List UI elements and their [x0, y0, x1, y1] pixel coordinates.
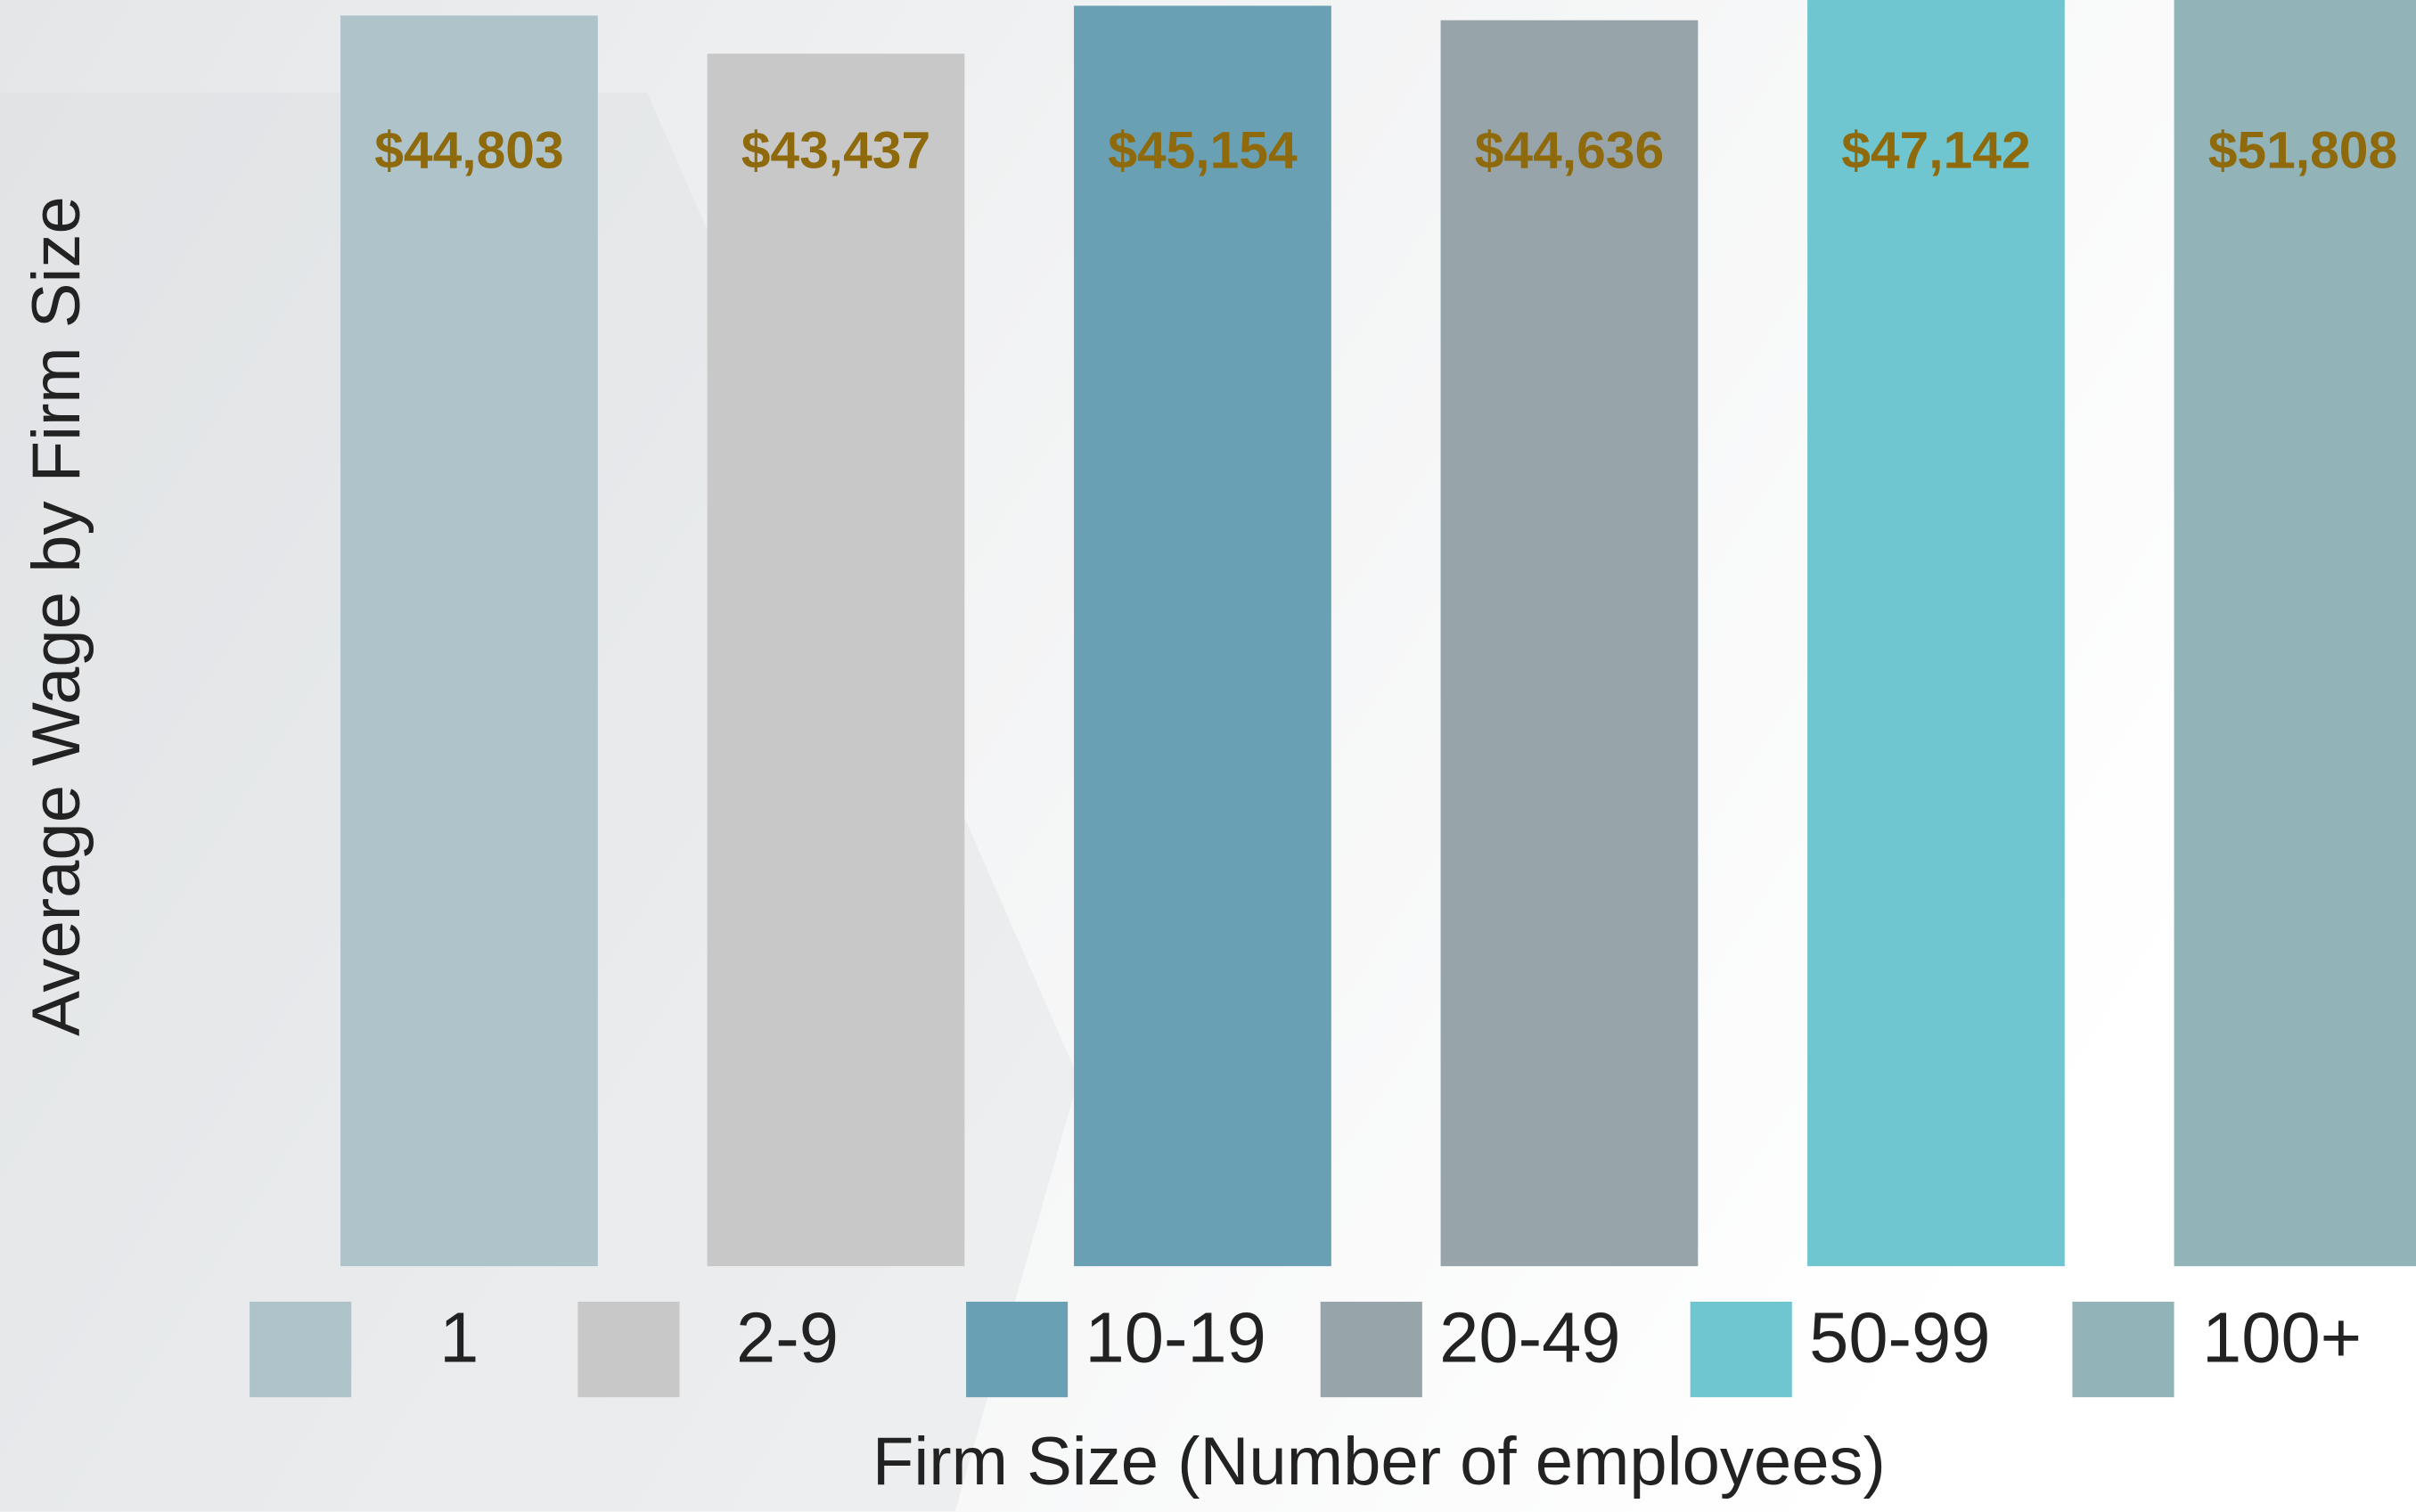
- legend-label: 2-9: [736, 1298, 839, 1377]
- bar: [340, 15, 598, 1266]
- data-label: $47,142: [1841, 121, 2030, 179]
- legend-swatch: [1691, 1302, 1792, 1397]
- data-label: $45,154: [1108, 121, 1298, 179]
- legend-swatch: [966, 1302, 1068, 1397]
- legend-label: 10-19: [1085, 1298, 1266, 1377]
- bar: [708, 53, 965, 1266]
- bar: [1807, 0, 2065, 1266]
- legend-label: 20-49: [1439, 1298, 1620, 1377]
- legend-label: 50-99: [1809, 1298, 1990, 1377]
- bar: [2174, 0, 2416, 1266]
- legend-label: 100+: [2202, 1298, 2362, 1377]
- data-label: $43,437: [741, 121, 930, 179]
- bar: [1074, 5, 1331, 1266]
- chart: Average Wage by Firm Size Firm Size (Num…: [0, 0, 2416, 1512]
- data-label: $44,636: [1475, 121, 1664, 179]
- legend-swatch: [1321, 1302, 1422, 1397]
- bar: [1441, 20, 1699, 1267]
- legend-label: 1: [439, 1298, 479, 1377]
- x-axis-label: Firm Size (Number of employees): [872, 1424, 1886, 1500]
- y-axis-label: Average Wage by Firm Size: [19, 196, 94, 1036]
- data-label: $51,808: [2208, 121, 2397, 179]
- page: Average Wage by Firm Size Firm Size (Num…: [0, 0, 2416, 1512]
- legend-swatch: [2072, 1302, 2174, 1397]
- legend-swatch: [250, 1302, 351, 1397]
- data-label: $44,803: [374, 121, 563, 179]
- legend-swatch: [577, 1302, 679, 1397]
